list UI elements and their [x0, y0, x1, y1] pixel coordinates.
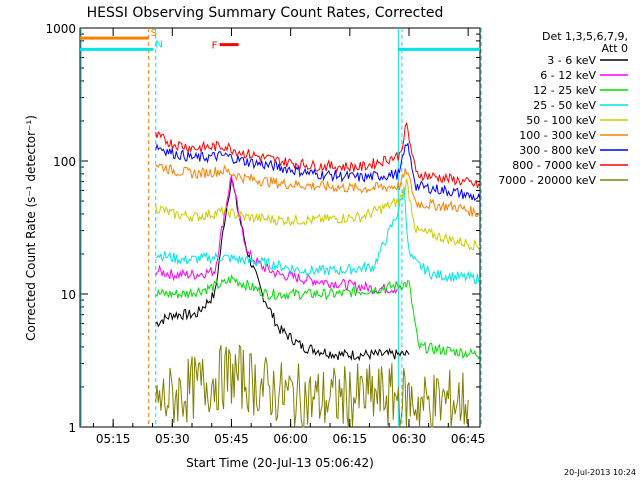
- legend-label: 6 - 12 keV: [540, 69, 596, 82]
- series-line: [155, 344, 469, 428]
- legend-label: 100 - 300 keV: [519, 129, 596, 142]
- legend-label: 12 - 25 keV: [533, 84, 596, 97]
- series-line: [155, 142, 481, 202]
- tick-labels: 05:15 05:30 05:45 06:00 06:15 06:30 06:45 1 10 10…: [45, 22, 485, 446]
- series-line: [155, 178, 481, 251]
- x-tick-label: 06:00: [273, 432, 308, 446]
- legend: Det 1,3,5,6,7,9, Att 0 3 - 6 keV 6 - 12 k…: [498, 30, 628, 187]
- x-tick-label: 05:45: [214, 432, 249, 446]
- legend-label: 300 - 800 keV: [519, 144, 596, 157]
- chart-title: HESSI Observing Summary Count Rates, Cor…: [87, 5, 444, 21]
- legend-label: 25 - 50 keV: [533, 99, 596, 112]
- series-line: [155, 121, 481, 189]
- legend-label: 800 - 7000 keV: [512, 159, 596, 172]
- flag-label: S: [151, 28, 157, 39]
- y-tick-label: 10: [61, 288, 76, 302]
- x-tick-label: 06:30: [392, 432, 427, 446]
- series-layer: [155, 121, 481, 428]
- x-tick-label: 06:15: [333, 432, 368, 446]
- flag-label: N: [155, 39, 162, 50]
- series-line: [155, 163, 481, 218]
- x-tick-label: 06:45: [451, 432, 486, 446]
- timestamp: 20-Jul-2013 10:24: [564, 468, 636, 477]
- plot-frame: [79, 27, 481, 428]
- y-tick-label: 100: [53, 155, 76, 169]
- legend-header-line-1: Det 1,3,5,6,7,9,: [542, 30, 628, 43]
- series-line: [155, 274, 481, 360]
- series-line: [155, 187, 481, 285]
- y-axis-label: Corrected Count Rate (s⁻¹ detector⁻¹): [24, 115, 38, 341]
- legend-label: 50 - 100 keV: [526, 114, 596, 127]
- series-line: [155, 175, 398, 295]
- legend-label: 7000 - 20000 keV: [498, 174, 596, 187]
- axis-ticks: [80, 27, 480, 428]
- y-tick-label: 1000: [45, 22, 76, 36]
- series-line: [155, 178, 410, 362]
- legend-header-line-2: Att 0: [602, 42, 628, 55]
- x-tick-label: 05:30: [155, 432, 190, 446]
- x-tick-label: 05:15: [96, 432, 131, 446]
- y-tick-label: 1: [68, 421, 76, 435]
- flag-lines: [80, 28, 482, 427]
- flag-label: F: [212, 41, 218, 52]
- x-axis-label: Start Time (20-Jul-13 05:06:42): [186, 456, 374, 470]
- legend-label: 3 - 6 keV: [547, 54, 596, 67]
